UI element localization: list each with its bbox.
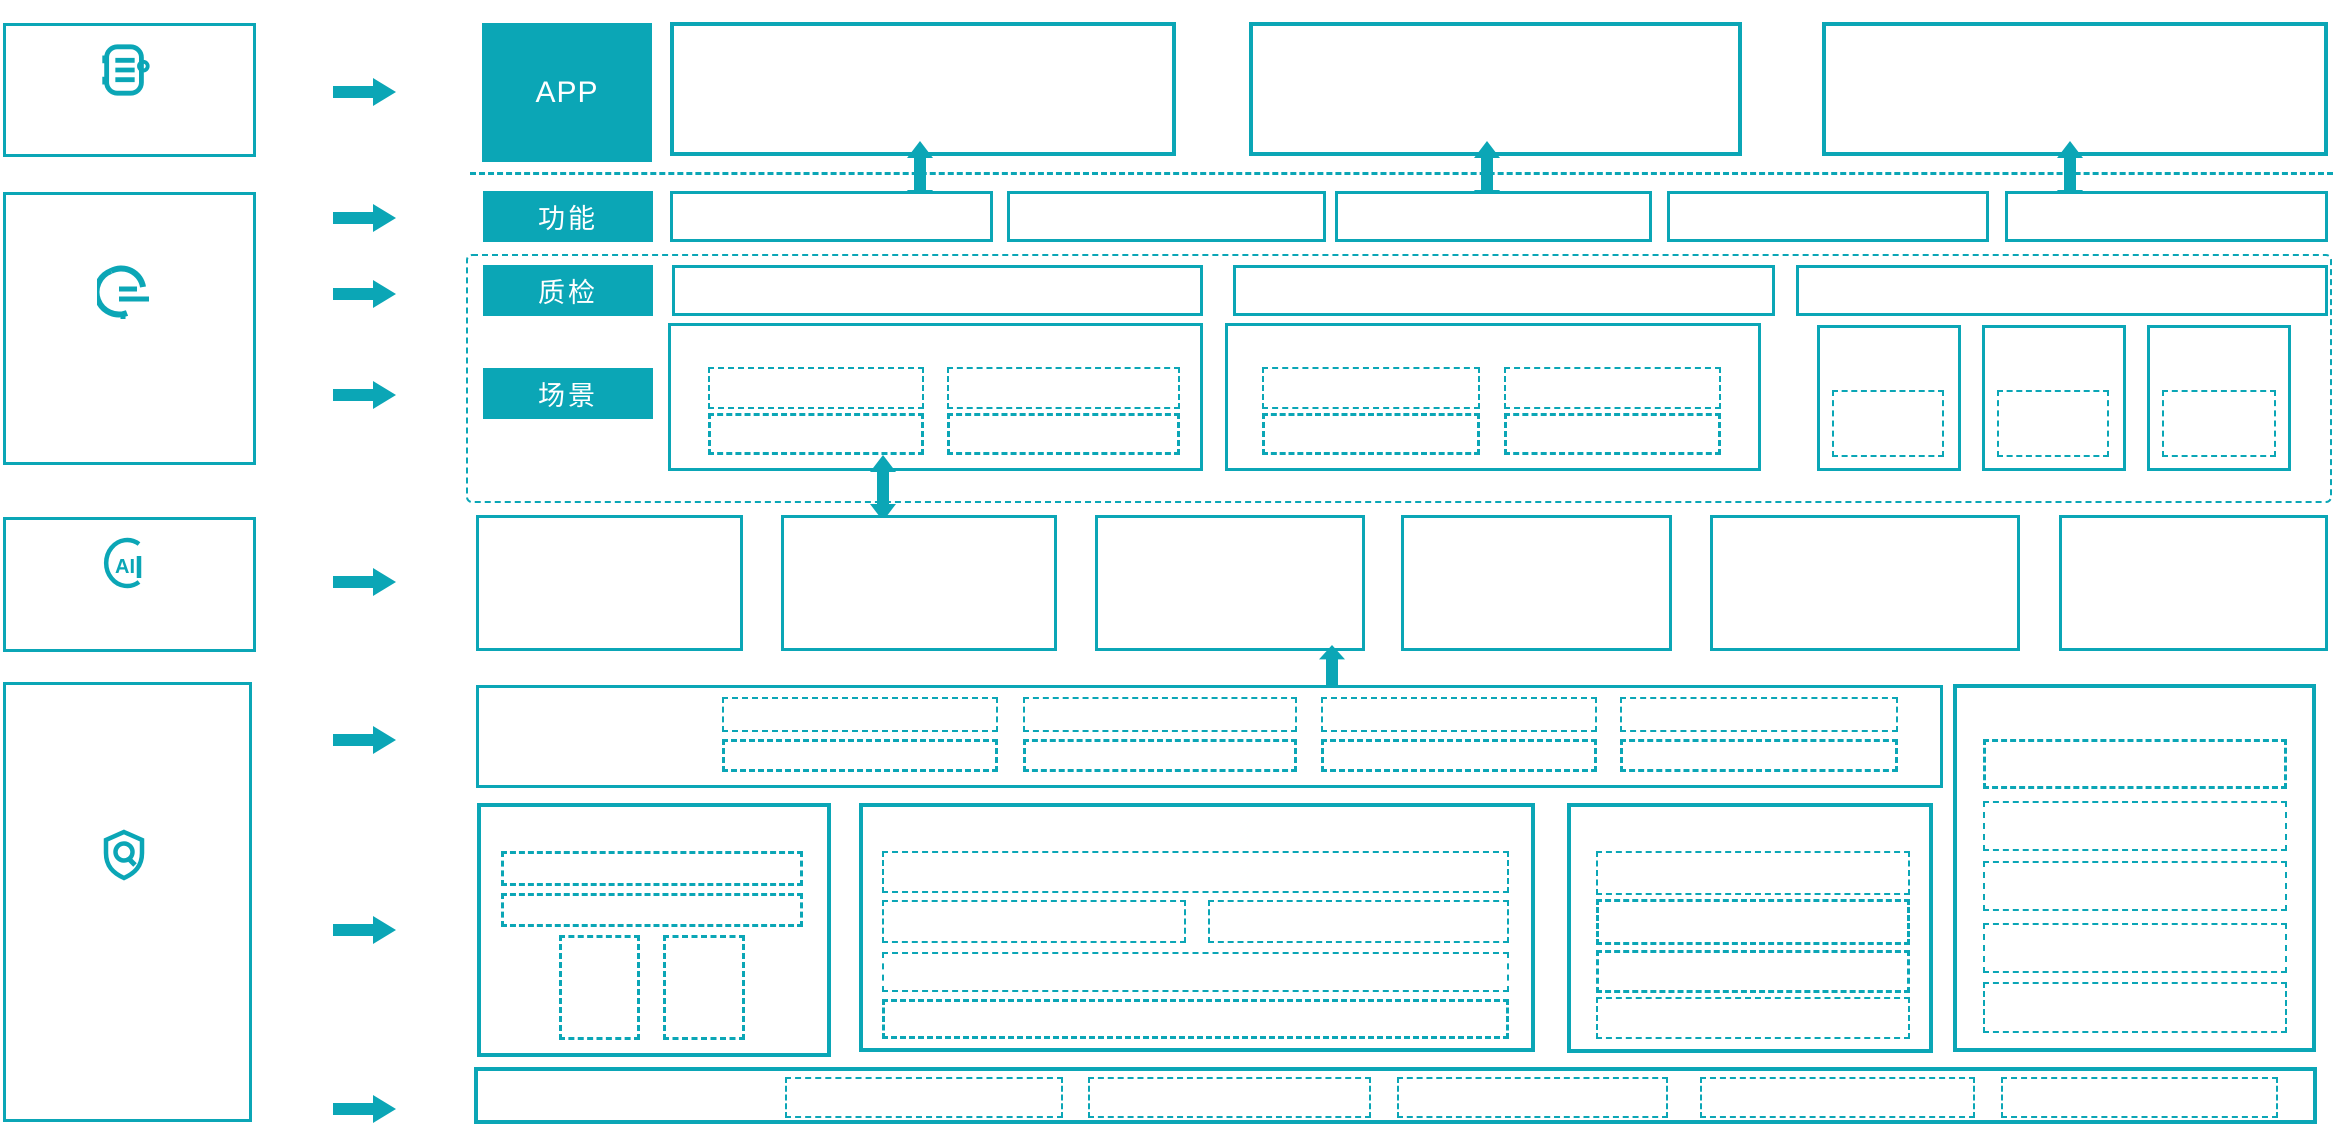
dashed-placeholder	[1983, 739, 2287, 789]
v-arrow-2	[1474, 141, 1500, 207]
qc-chip-label: 质检	[538, 278, 598, 308]
dashed-placeholder	[1262, 413, 1480, 455]
v-arrow-4	[870, 455, 896, 521]
dashed-placeholder	[1397, 1077, 1668, 1118]
qc-chip: 质检	[483, 265, 653, 316]
feature-box-5	[2005, 191, 2328, 242]
qc-box-2	[1233, 265, 1775, 316]
app-chip-label: APP	[535, 75, 599, 109]
dashed-placeholder	[882, 952, 1509, 992]
detail-box-2	[859, 803, 1535, 1052]
mid-box-5	[1710, 515, 2020, 651]
mid-box-1	[476, 515, 743, 651]
detail-box-3	[1567, 803, 1933, 1053]
dashed-placeholder	[882, 900, 1186, 943]
flow-arrow-7	[333, 916, 396, 944]
support-agent-headset-icon	[97, 265, 149, 319]
dashed-placeholder	[785, 1077, 1063, 1118]
dashed-placeholder	[1262, 367, 1480, 409]
dashed-placeholder	[1620, 697, 1898, 732]
dashed-placeholder	[1620, 739, 1898, 772]
dashed-placeholder	[1321, 697, 1597, 732]
scene-box-2	[1225, 323, 1761, 471]
feature-box-2	[1007, 191, 1326, 242]
mid-box-4	[1401, 515, 1672, 651]
separator-dashed-line	[470, 172, 2333, 175]
dashed-placeholder	[1023, 697, 1297, 732]
dashed-placeholder	[559, 935, 640, 1040]
feature-box-3	[1335, 191, 1652, 242]
detail-box-1	[477, 803, 831, 1057]
mid-box-3	[1095, 515, 1365, 651]
dashed-placeholder	[1832, 390, 1944, 457]
app-log-icon	[102, 44, 150, 96]
dashed-placeholder	[1596, 997, 1910, 1039]
dashed-placeholder	[1088, 1077, 1371, 1118]
sidebar-box-2	[3, 192, 256, 465]
scene-chip-label: 场景	[538, 381, 598, 411]
dashed-placeholder	[2001, 1077, 2278, 1118]
qc-box-3	[1796, 265, 2328, 316]
top-box-3	[1822, 22, 2328, 156]
dashed-placeholder	[1983, 923, 2287, 973]
scene-chip: 场景	[483, 368, 653, 419]
flow-arrow-8	[333, 1095, 396, 1123]
dashed-placeholder	[722, 697, 998, 732]
dashed-placeholder	[1983, 982, 2287, 1033]
dashed-placeholder	[882, 999, 1509, 1039]
mid-box-6	[2059, 515, 2328, 651]
dashed-placeholder	[1983, 801, 2287, 851]
dashed-placeholder	[1596, 851, 1910, 895]
dashed-placeholder	[1983, 861, 2287, 911]
dashed-placeholder	[1997, 390, 2109, 457]
flow-arrow-5	[333, 568, 396, 596]
app-chip: APP	[482, 23, 652, 162]
flow-arrow-6	[333, 726, 396, 754]
quality-shield-icon	[103, 829, 145, 881]
dashed-placeholder	[947, 367, 1180, 409]
scene-box-1	[668, 323, 1203, 471]
ai-head-icon: AI	[103, 537, 142, 589]
dashed-placeholder	[1596, 899, 1910, 945]
dashed-placeholder	[722, 739, 998, 772]
mid-box-2	[781, 515, 1057, 651]
feature-chip-label: 功能	[538, 204, 598, 234]
right-tall-box	[1953, 684, 2316, 1052]
dashed-placeholder	[1700, 1077, 1975, 1118]
dashed-placeholder	[1208, 900, 1509, 943]
dashed-placeholder	[947, 413, 1180, 455]
scene-small-box-1	[1817, 325, 1961, 471]
ai-icon-text: AI	[115, 556, 135, 578]
qc-scene-dashed-container	[466, 254, 2332, 503]
top-box-1	[670, 22, 1176, 156]
dashed-placeholder	[501, 893, 803, 927]
flow-arrow-2	[333, 204, 396, 232]
dashed-placeholder	[2162, 390, 2276, 457]
feature-box-1	[670, 191, 993, 242]
feature-box-4	[1667, 191, 1989, 242]
dashed-placeholder	[663, 935, 745, 1040]
dashed-placeholder	[1504, 367, 1721, 409]
sidebar-box-4	[3, 682, 252, 1122]
top-box-2	[1249, 22, 1742, 156]
dashed-placeholder	[1504, 413, 1721, 455]
flow-arrow-1	[333, 78, 396, 106]
scene-small-box-2	[1982, 325, 2126, 471]
dashed-placeholder	[1023, 739, 1297, 772]
dashed-placeholder	[1596, 950, 1910, 993]
feature-chip: 功能	[483, 191, 653, 242]
dashed-placeholder	[882, 851, 1509, 893]
dashed-placeholder	[501, 851, 803, 886]
flow-arrow-3	[333, 280, 396, 308]
dashed-placeholder	[708, 367, 924, 409]
qc-box-1	[672, 265, 1203, 316]
scene-small-box-3	[2147, 325, 2291, 471]
flow-arrow-4	[333, 381, 396, 409]
dashed-placeholder	[1321, 739, 1597, 772]
v-arrow-1	[907, 141, 933, 207]
dashed-placeholder	[708, 413, 924, 455]
bottom-strip-box	[474, 1067, 2317, 1124]
v-arrow-3	[2057, 141, 2083, 207]
